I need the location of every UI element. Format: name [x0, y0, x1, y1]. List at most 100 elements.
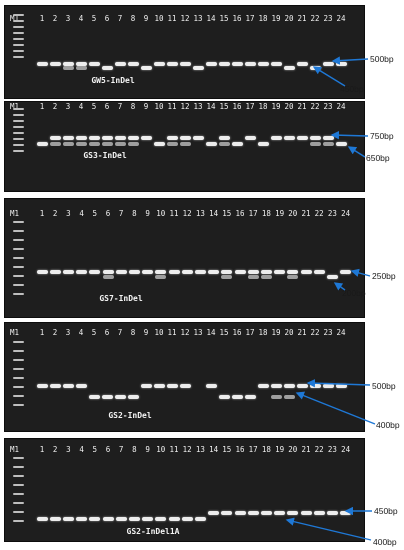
- band-lower: [75, 142, 87, 146]
- band-upper: [140, 136, 152, 140]
- lane-label: 3: [65, 328, 71, 337]
- band-upper: [218, 62, 230, 66]
- band-lower: [153, 142, 165, 146]
- band-upper: [257, 384, 269, 388]
- lane-label: 22: [310, 14, 320, 23]
- band-upper: [247, 270, 259, 274]
- lane-label: 13: [195, 445, 205, 454]
- band-upper: [168, 270, 180, 274]
- band-upper: [322, 384, 334, 388]
- band-lower: [231, 142, 243, 146]
- lane-label: 10: [154, 102, 164, 111]
- lane-label: 9: [143, 14, 149, 23]
- band-lower: [76, 517, 88, 521]
- lane-label: 13: [193, 14, 203, 23]
- band-upper: [244, 62, 256, 66]
- lane-label: 14: [206, 14, 216, 23]
- band-upper: [260, 511, 272, 515]
- lane-label: 11: [167, 102, 177, 111]
- band-lower: [88, 142, 100, 146]
- band-upper: [205, 384, 217, 388]
- ladder-lane-label: M1: [10, 328, 20, 337]
- band-lower: [114, 142, 126, 146]
- lane-label: 2: [52, 328, 58, 337]
- ladder-band: [13, 511, 24, 513]
- lane-label: 10: [156, 209, 166, 218]
- band-upper: [340, 511, 352, 515]
- lane-label: 12: [182, 445, 192, 454]
- band-upper: [128, 270, 140, 274]
- band-upper: [309, 136, 321, 140]
- band-lower: [49, 142, 61, 146]
- lane-label: 19: [275, 209, 285, 218]
- lane-label: 8: [130, 328, 136, 337]
- lane-label: 17: [245, 14, 255, 23]
- lane-label: 22: [310, 328, 320, 337]
- band-upper: [221, 511, 233, 515]
- ladder-band: [13, 484, 24, 486]
- band-lower: [283, 66, 295, 70]
- lane-label: 13: [195, 209, 205, 218]
- band-upper: [88, 62, 100, 66]
- band-upper: [194, 270, 206, 274]
- lane-label: 11: [169, 445, 179, 454]
- lane-label: 23: [327, 209, 337, 218]
- ladder-band: [13, 108, 24, 110]
- ladder-band: [13, 221, 24, 223]
- ladder-band: [13, 56, 24, 58]
- lane-label: 1: [39, 102, 45, 111]
- band-upper: [114, 62, 126, 66]
- ladder-band: [13, 239, 24, 241]
- band-upper: [36, 62, 48, 66]
- ladder-band: [13, 457, 24, 459]
- lane-label: 16: [232, 328, 242, 337]
- band-lower: [218, 395, 230, 399]
- band-upper: [335, 384, 347, 388]
- lane-label: 14: [206, 102, 216, 111]
- lane-label: 19: [271, 328, 281, 337]
- size-label-lower: 200bp: [342, 288, 366, 298]
- lane-label: 11: [167, 14, 177, 23]
- band-upper: [244, 136, 256, 140]
- ladder-band: [13, 293, 24, 295]
- band-upper: [313, 511, 325, 515]
- ladder-band: [13, 44, 24, 46]
- size-label-upper: 250bp: [372, 271, 396, 281]
- band-upper: [127, 62, 139, 66]
- band-upper: [218, 136, 230, 140]
- lane-label: 15: [219, 102, 229, 111]
- lane-label: 20: [284, 14, 294, 23]
- ladder-band: [13, 350, 24, 352]
- band-upper: [296, 384, 308, 388]
- band-upper: [340, 270, 352, 274]
- lane-label: 5: [91, 328, 97, 337]
- band-upper: [313, 270, 325, 274]
- band-lower: [270, 395, 282, 399]
- lane-label: 5: [91, 14, 97, 23]
- lane-label: 14: [209, 445, 219, 454]
- ladder-band: [13, 257, 24, 259]
- band-lower: [36, 517, 48, 521]
- ladder-band: [13, 475, 24, 477]
- band-lower: [322, 142, 334, 146]
- lane-label: 15: [219, 14, 229, 23]
- ladder-band: [13, 377, 24, 379]
- band-upper: [166, 136, 178, 140]
- band-upper: [75, 384, 87, 388]
- lane-label: 4: [79, 209, 84, 218]
- band-upper: [49, 136, 61, 140]
- lane-label: 7: [117, 14, 123, 23]
- band-upper: [36, 270, 48, 274]
- band-upper: [179, 62, 191, 66]
- band-lower: [62, 517, 74, 521]
- size-label-lower: 400bp: [373, 537, 397, 547]
- lane-label: 12: [180, 328, 190, 337]
- band-lower: [62, 142, 74, 146]
- lane-label: 16: [232, 102, 242, 111]
- ladder-band: [13, 266, 24, 268]
- band-lower: [127, 142, 139, 146]
- ladder-band: [13, 120, 24, 122]
- lane-label: 22: [310, 102, 320, 111]
- band-upper: [322, 62, 334, 66]
- band-upper: [166, 384, 178, 388]
